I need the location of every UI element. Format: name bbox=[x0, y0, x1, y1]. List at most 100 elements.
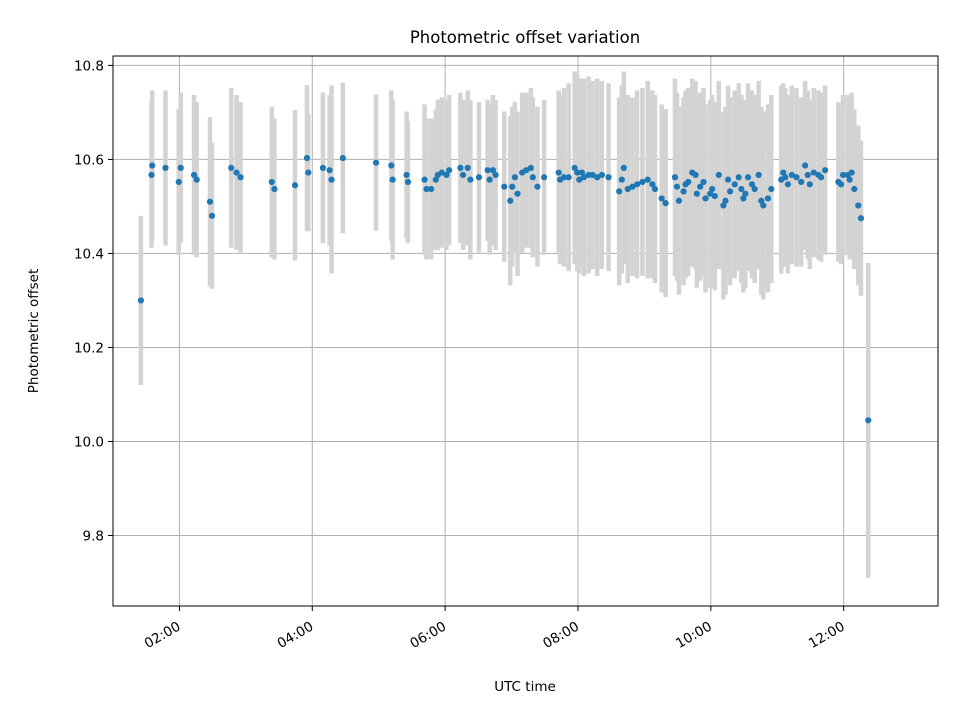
data-point bbox=[662, 200, 669, 207]
data-point bbox=[802, 162, 809, 169]
data-point bbox=[651, 185, 659, 193]
data-point bbox=[720, 202, 727, 209]
data-point bbox=[206, 198, 214, 205]
data-point bbox=[428, 185, 435, 193]
data-point bbox=[702, 195, 709, 202]
data-point bbox=[709, 185, 716, 193]
y-tick-label: 9.8 bbox=[83, 528, 104, 544]
data-point bbox=[624, 185, 631, 193]
data-point bbox=[851, 185, 858, 193]
data-point bbox=[768, 185, 775, 193]
data-point bbox=[810, 169, 817, 176]
data-point bbox=[616, 188, 623, 195]
data-point bbox=[467, 176, 474, 183]
data-point bbox=[514, 190, 521, 197]
y-tick-label: 10.6 bbox=[74, 152, 104, 168]
data-point bbox=[193, 176, 200, 183]
data-point bbox=[671, 174, 679, 181]
data-point bbox=[700, 178, 707, 186]
data-point bbox=[618, 176, 625, 183]
data-point bbox=[464, 164, 471, 171]
data-point bbox=[788, 171, 795, 179]
data-point bbox=[388, 162, 395, 169]
data-point bbox=[857, 215, 865, 222]
data-point bbox=[403, 171, 410, 179]
data-point bbox=[649, 181, 656, 188]
data-point bbox=[149, 162, 156, 169]
data-point bbox=[865, 417, 872, 424]
data-point bbox=[421, 176, 428, 183]
x-axis-label: UTC time bbox=[494, 679, 556, 695]
data-point bbox=[620, 164, 627, 171]
data-point bbox=[644, 176, 651, 183]
data-point bbox=[804, 171, 811, 179]
data-point bbox=[372, 159, 380, 166]
x-tick-label: 10:00 bbox=[673, 619, 715, 652]
data-point bbox=[328, 176, 335, 183]
data-point bbox=[738, 185, 745, 193]
data-point bbox=[685, 178, 692, 186]
data-point bbox=[726, 188, 734, 195]
data-point bbox=[724, 176, 732, 183]
data-point bbox=[760, 202, 767, 209]
data-point bbox=[629, 183, 636, 190]
data-point bbox=[177, 164, 184, 171]
data-point bbox=[758, 197, 765, 204]
data-point bbox=[571, 164, 578, 171]
data-point bbox=[438, 169, 445, 176]
data-point bbox=[855, 202, 862, 209]
data-point bbox=[711, 192, 718, 200]
data-point bbox=[326, 167, 333, 174]
data-point bbox=[589, 171, 596, 179]
errorbar-layer bbox=[138, 71, 871, 578]
data-point bbox=[748, 181, 756, 188]
data-point bbox=[560, 174, 568, 181]
data-point bbox=[578, 169, 586, 176]
data-point bbox=[137, 297, 144, 304]
data-point bbox=[540, 174, 548, 181]
data-point bbox=[457, 164, 464, 171]
data-point bbox=[233, 169, 240, 176]
x-tick-label: 12:00 bbox=[806, 619, 848, 652]
data-point bbox=[837, 181, 845, 188]
data-point bbox=[707, 190, 714, 197]
data-point bbox=[565, 174, 572, 181]
data-point bbox=[755, 171, 762, 179]
y-axis-label: Photometric offset bbox=[26, 269, 42, 393]
data-point bbox=[268, 178, 275, 186]
data-point bbox=[633, 181, 641, 188]
data-point bbox=[784, 181, 791, 188]
data-point bbox=[511, 174, 518, 181]
data-point bbox=[639, 178, 646, 186]
data-point bbox=[190, 171, 198, 179]
data-point bbox=[744, 174, 752, 181]
data-point bbox=[475, 174, 483, 181]
data-point bbox=[731, 181, 738, 188]
data-point bbox=[534, 183, 541, 190]
data-point bbox=[271, 185, 278, 193]
data-point bbox=[673, 183, 681, 190]
x-tick-label: 04:00 bbox=[275, 619, 317, 652]
data-point bbox=[162, 164, 169, 171]
data-point bbox=[319, 164, 327, 171]
data-point bbox=[806, 181, 813, 188]
data-point bbox=[782, 174, 789, 181]
x-tick-label: 08:00 bbox=[540, 619, 582, 652]
data-point bbox=[529, 174, 536, 181]
x-tick-label: 06:00 bbox=[407, 619, 449, 652]
data-point bbox=[839, 171, 847, 179]
chart-title: Photometric offset variation bbox=[410, 28, 640, 47]
data-point bbox=[735, 174, 742, 181]
data-point bbox=[848, 169, 855, 176]
x-tick-label: 02:00 bbox=[142, 619, 184, 652]
data-point bbox=[489, 167, 497, 174]
data-point bbox=[675, 197, 683, 204]
data-point bbox=[237, 174, 244, 181]
data-point bbox=[303, 154, 311, 162]
y-axis-ticks: 9.8 10.0 10.2 10.4 10.6 10.8 bbox=[74, 58, 113, 544]
data-point bbox=[715, 171, 722, 179]
data-point bbox=[492, 171, 499, 179]
data-point bbox=[305, 169, 312, 176]
data-point bbox=[798, 178, 805, 186]
